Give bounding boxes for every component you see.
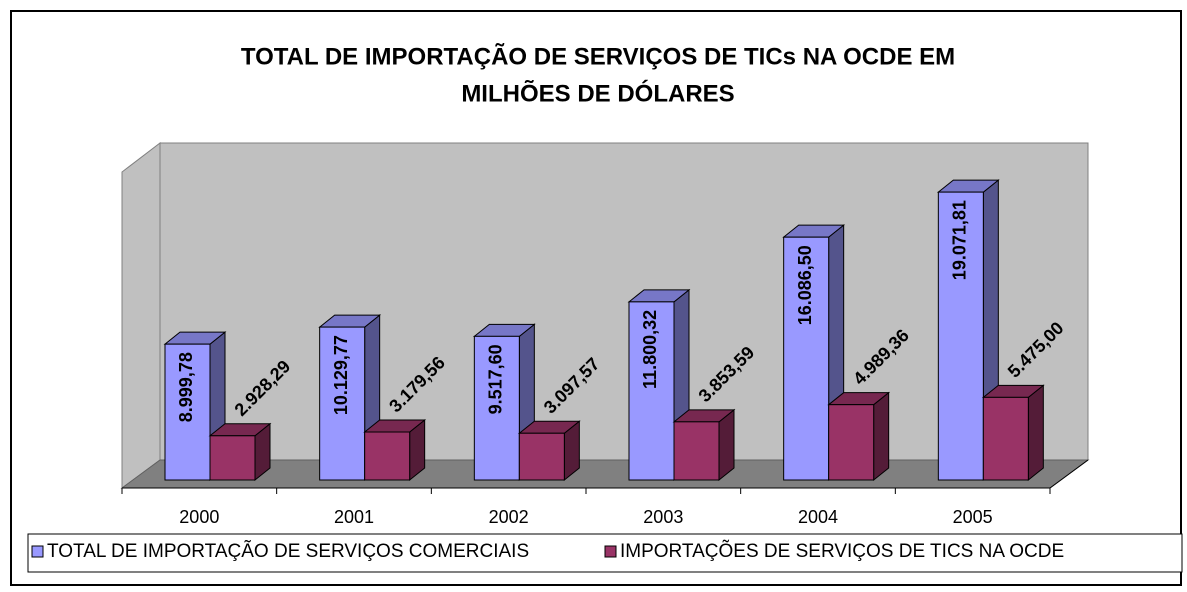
x-tick-label: 2004 <box>798 507 838 527</box>
x-tick-label: 2000 <box>179 507 219 527</box>
bar-side <box>1027 384 1044 482</box>
bar <box>318 314 382 482</box>
bar-front <box>673 421 720 481</box>
chart-title: TOTAL DE IMPORTAÇÃO DE SERVIÇOS DE TICs … <box>241 42 955 70</box>
value-label: 9.517,60 <box>486 344 506 414</box>
bar-front <box>628 301 675 481</box>
value-label: 8.999,78 <box>176 352 196 422</box>
bar <box>517 420 581 482</box>
value-label: 11.800,32 <box>640 310 660 389</box>
bar-front <box>364 431 411 481</box>
value-label: 10.129,77 <box>331 335 351 415</box>
legend-swatch <box>604 545 617 558</box>
bar-front <box>518 432 565 481</box>
legend-label: IMPORTAÇÕES DE SERVIÇOS DE TICS NA OCDE <box>620 540 1064 562</box>
chart-title: MILHÕES DE DÓLARES <box>461 79 734 107</box>
x-tick-label: 2001 <box>334 507 374 527</box>
legend-label: TOTAL DE IMPORTAÇÃO DE SERVIÇOS COMERCIA… <box>47 540 529 562</box>
x-tick-label: 2005 <box>953 507 993 527</box>
value-label: 16.086,50 <box>795 245 815 325</box>
bar-front <box>473 335 520 481</box>
x-tick-label: 2002 <box>489 507 529 527</box>
bar-front <box>319 326 366 481</box>
bar <box>981 384 1045 482</box>
x-tick-label: 2003 <box>643 507 683 527</box>
bar <box>672 408 736 482</box>
side-wall <box>121 141 161 489</box>
bar <box>208 422 272 482</box>
bar-front <box>209 435 256 481</box>
bar-front <box>828 404 875 481</box>
legend-swatch <box>31 545 44 558</box>
bar-front <box>783 236 830 481</box>
bar-front <box>982 396 1029 481</box>
bar-front <box>937 191 984 481</box>
value-label: 19.071,81 <box>950 200 970 280</box>
bar-side <box>873 391 890 482</box>
x-axis-depth <box>1049 459 1089 489</box>
bar <box>627 288 691 482</box>
bar-front <box>164 343 211 481</box>
bar <box>827 391 891 482</box>
bar <box>363 418 427 482</box>
